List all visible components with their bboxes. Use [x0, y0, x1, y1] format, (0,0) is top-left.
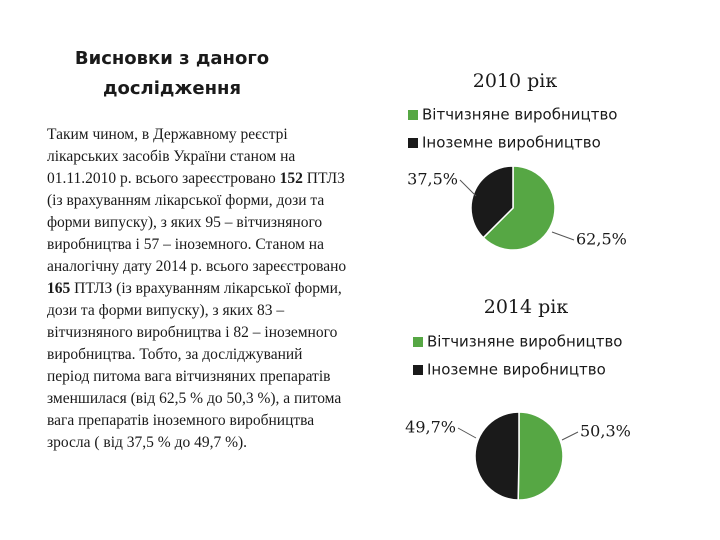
body-text: Таким чином, в Державному реєстрі лікарс… — [47, 124, 347, 454]
legend-swatch — [408, 138, 418, 148]
slide-title: Висновки з даного дослідження — [74, 48, 270, 99]
pie-slice — [517, 411, 564, 501]
body-run: 152 — [279, 170, 303, 187]
legend-label: Вітчизняне виробництво — [422, 106, 617, 124]
value-label: 50,3% — [580, 422, 631, 441]
body-run: Таким чином, в Державному реєстрі лікарс… — [47, 126, 296, 187]
value-label: 49,7% — [405, 418, 456, 437]
body-run: ПТЛЗ (із врахуванням лікарської форми, д… — [47, 170, 347, 275]
body-run: ПТЛЗ (із врахуванням лікарської форми, д… — [47, 280, 342, 451]
legend-label: Іноземне виробництво — [422, 134, 601, 152]
leader-line — [561, 431, 579, 441]
legend-label: Вітчизняне виробництво — [427, 333, 622, 351]
chart-title: 2010 рік — [473, 70, 558, 92]
pie-slice — [474, 411, 520, 501]
leader-line — [457, 427, 477, 439]
leader-line — [551, 231, 575, 241]
chart-title: 2014 рік — [484, 296, 569, 318]
legend-swatch — [413, 365, 423, 375]
body-run: 165 — [47, 280, 71, 297]
leader-line — [459, 179, 477, 197]
value-label: 62,5% — [576, 230, 627, 249]
value-label: 37,5% — [407, 170, 458, 189]
pie-slice — [470, 165, 514, 239]
legend-label: Іноземне виробництво — [427, 361, 606, 379]
pie-slice — [482, 165, 556, 251]
legend-swatch — [413, 337, 423, 347]
legend-swatch — [408, 110, 418, 120]
